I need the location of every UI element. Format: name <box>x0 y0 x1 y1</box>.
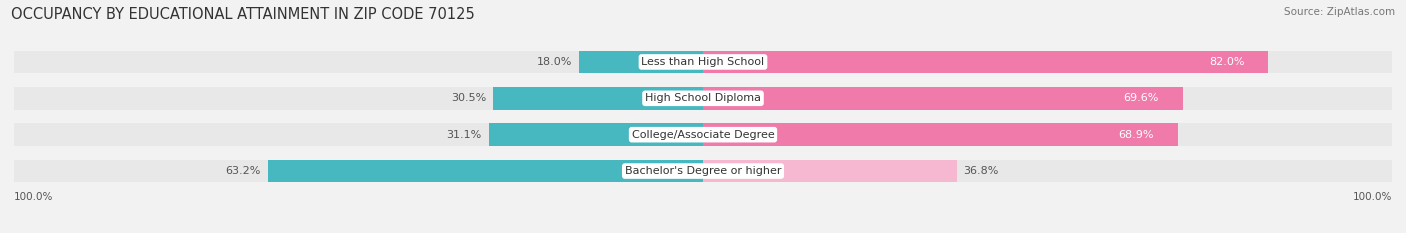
Bar <box>703 51 1392 73</box>
Text: 63.2%: 63.2% <box>225 166 260 176</box>
Bar <box>703 123 1178 146</box>
Text: 30.5%: 30.5% <box>451 93 486 103</box>
Text: 100.0%: 100.0% <box>14 192 53 202</box>
Bar <box>14 123 703 146</box>
Text: 18.0%: 18.0% <box>537 57 572 67</box>
Text: 31.1%: 31.1% <box>447 130 482 140</box>
Bar <box>489 123 703 146</box>
Text: 82.0%: 82.0% <box>1209 57 1244 67</box>
Bar <box>579 51 703 73</box>
Bar <box>703 160 1392 182</box>
Text: High School Diploma: High School Diploma <box>645 93 761 103</box>
Text: 100.0%: 100.0% <box>1353 192 1392 202</box>
Text: 68.9%: 68.9% <box>1119 130 1154 140</box>
Text: Bachelor's Degree or higher: Bachelor's Degree or higher <box>624 166 782 176</box>
Text: Less than High School: Less than High School <box>641 57 765 67</box>
Bar <box>703 51 1268 73</box>
Bar <box>14 160 703 182</box>
Bar <box>703 87 1182 110</box>
Bar <box>14 87 703 110</box>
Bar <box>703 160 956 182</box>
Bar <box>14 51 703 73</box>
Text: Source: ZipAtlas.com: Source: ZipAtlas.com <box>1284 7 1395 17</box>
Bar <box>267 160 703 182</box>
Text: 36.8%: 36.8% <box>963 166 998 176</box>
Bar <box>703 87 1392 110</box>
Text: OCCUPANCY BY EDUCATIONAL ATTAINMENT IN ZIP CODE 70125: OCCUPANCY BY EDUCATIONAL ATTAINMENT IN Z… <box>11 7 475 22</box>
Text: College/Associate Degree: College/Associate Degree <box>631 130 775 140</box>
Bar <box>494 87 703 110</box>
Text: 69.6%: 69.6% <box>1123 93 1159 103</box>
Bar <box>703 123 1392 146</box>
